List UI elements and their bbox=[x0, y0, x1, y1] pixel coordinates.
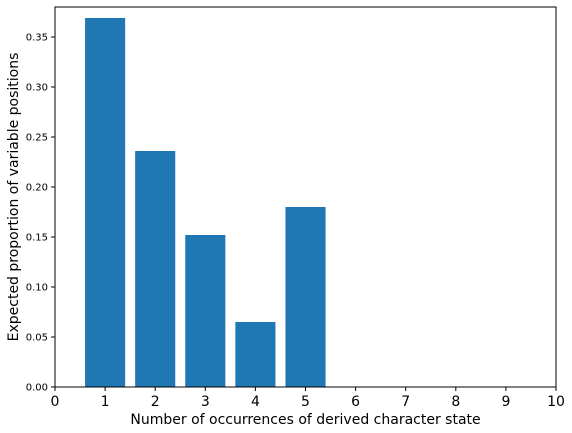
x-axis-ticks: 0 1 2 3 4 5 6 7 8 9 10 bbox=[51, 387, 565, 410]
x-tick-label: 1 bbox=[101, 394, 110, 410]
y-axis-ticks: 0.00 0.05 0.10 0.15 0.20 0.25 0.30 0.35 bbox=[26, 33, 55, 394]
bar-1 bbox=[85, 18, 126, 387]
plot-frame bbox=[54, 6, 557, 388]
y-tick-label: 0.20 bbox=[26, 183, 48, 194]
bar-2 bbox=[135, 151, 176, 387]
y-tick-label: 0.30 bbox=[26, 83, 48, 94]
y-tick-label: 0.25 bbox=[26, 133, 48, 144]
x-tick-label: 4 bbox=[251, 394, 260, 410]
bar-3 bbox=[185, 235, 226, 387]
x-tick-label: 3 bbox=[201, 394, 210, 410]
bar-4 bbox=[235, 322, 276, 387]
y-tick-label: 0.05 bbox=[26, 333, 48, 344]
y-tick-label: 0.35 bbox=[26, 33, 48, 44]
x-tick-label: 5 bbox=[301, 394, 310, 410]
x-tick-label: 8 bbox=[451, 394, 460, 410]
x-tick-label: 0 bbox=[51, 394, 60, 410]
x-tick-label: 7 bbox=[401, 394, 410, 410]
y-tick-label: 0.00 bbox=[26, 383, 48, 394]
y-axis-label: Expected proportion of variable position… bbox=[6, 53, 22, 342]
y-tick-label: 0.15 bbox=[26, 233, 48, 244]
x-tick-label: 2 bbox=[151, 394, 160, 410]
x-tick-label: 6 bbox=[351, 394, 360, 410]
bars-group bbox=[85, 18, 326, 387]
y-tick-label: 0.10 bbox=[26, 283, 48, 294]
x-axis-label: Number of occurrences of derived charact… bbox=[130, 412, 480, 428]
bar-5 bbox=[285, 207, 326, 387]
x-tick-label: 10 bbox=[547, 394, 565, 410]
x-tick-label: 9 bbox=[501, 394, 510, 410]
